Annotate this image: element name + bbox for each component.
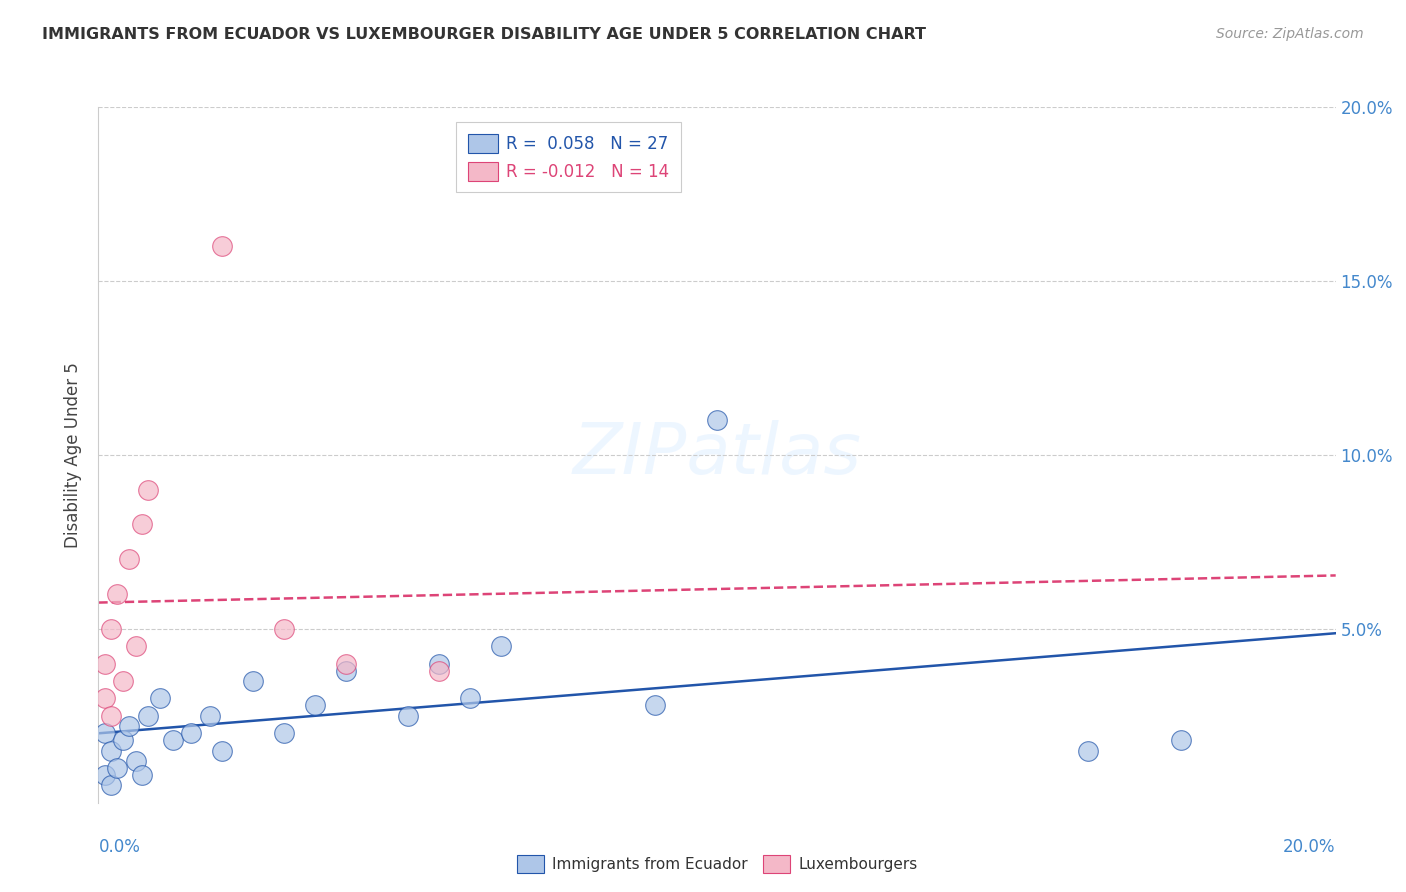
Point [458,691,481,706]
Text: ZIPatlas: ZIPatlas [572,420,862,490]
Point [162,733,184,747]
Text: IMMIGRANTS FROM ECUADOR VS LUXEMBOURGER DISABILITY AGE UNDER 5 CORRELATION CHART: IMMIGRANTS FROM ECUADOR VS LUXEMBOURGER … [42,27,927,42]
Text: 20.0%: 20.0% [1284,838,1336,855]
Point [93,691,115,706]
Point [131,517,153,532]
Point [1170,733,1192,747]
Point [242,674,264,689]
Point [180,726,202,740]
Point [273,726,295,740]
Point [124,639,146,653]
Point [124,754,146,768]
Point [335,657,357,671]
Point [489,639,512,653]
Point [112,674,135,689]
Point [211,239,233,253]
Point [105,587,128,601]
Point [198,708,221,723]
Point [100,622,122,636]
Text: 0.0%: 0.0% [98,838,141,855]
Point [396,708,419,723]
Point [136,708,159,723]
Point [1077,744,1099,758]
Point [112,733,135,747]
Point [304,698,326,713]
Point [131,768,153,782]
Legend: Immigrants from Ecuador, Luxembourgers: Immigrants from Ecuador, Luxembourgers [510,849,924,879]
Point [118,719,141,733]
Point [136,483,159,497]
Point [706,413,728,427]
Point [644,698,666,713]
Point [273,622,295,636]
Point [427,664,450,678]
Point [100,708,122,723]
Point [149,691,172,706]
Point [100,778,122,792]
Point [93,768,115,782]
Text: Source: ZipAtlas.com: Source: ZipAtlas.com [1216,27,1364,41]
Point [427,657,450,671]
Point [335,664,357,678]
Y-axis label: Disability Age Under 5: Disability Age Under 5 [65,362,83,548]
Point [211,744,233,758]
Point [100,744,122,758]
Point [105,761,128,775]
Point [93,726,115,740]
Point [93,657,115,671]
Point [118,552,141,566]
